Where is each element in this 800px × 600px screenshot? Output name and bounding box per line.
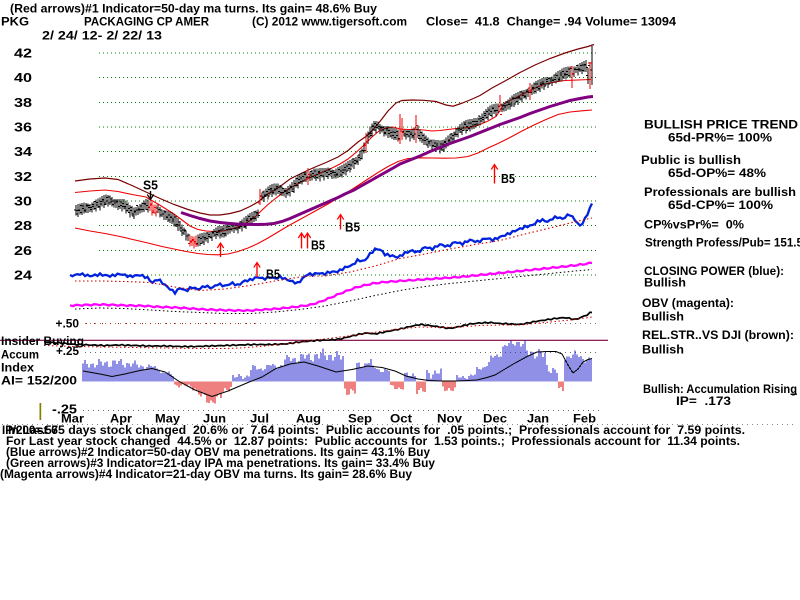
svg-text:B5: B5 — [345, 219, 360, 234]
svg-text:Insider Buying: Insider Buying — [1, 336, 84, 348]
svg-text:Close= 41.8 Change= .94 Volu: Close= 41.8 Change= .94 Volume= 13094 — [426, 15, 676, 29]
svg-text:Feb: Feb — [573, 414, 596, 426]
svg-text:Apr: Apr — [110, 414, 133, 426]
svg-text:Accum: Accum — [1, 348, 39, 362]
svg-text:PKG: PKG — [1, 15, 29, 29]
svg-text:26: 26 — [14, 243, 32, 258]
svg-text:Bullish: Accumulation Rising: Bullish: Accumulation Rising — [643, 382, 797, 396]
svg-text:38: 38 — [14, 95, 32, 110]
svg-text:Bullish: Bullish — [642, 310, 684, 324]
svg-text:B5: B5 — [311, 237, 325, 252]
svg-text:May: May — [155, 414, 181, 426]
svg-text:B5: B5 — [266, 267, 280, 281]
svg-text:IP= .173: IP= .173 — [676, 394, 731, 408]
svg-text:Oct: Oct — [390, 414, 412, 426]
svg-text:+.25: +.25 — [56, 346, 80, 358]
svg-text:(C) 2012 www.tigersoft.com: (C) 2012 www.tigersoft.com — [252, 15, 407, 29]
svg-text:36: 36 — [14, 120, 32, 135]
svg-text:IP/200=.57: IP/200=.57 — [2, 425, 58, 437]
svg-text:28: 28 — [14, 218, 32, 233]
svg-text:Jul: Jul — [250, 414, 269, 426]
svg-text:PACKAGING CP AMER: PACKAGING CP AMER — [84, 15, 209, 29]
svg-text:24: 24 — [14, 268, 33, 283]
svg-text:Public is bullish: Public is bullish — [641, 153, 741, 167]
svg-text:B5: B5 — [501, 171, 515, 186]
svg-text:42: 42 — [14, 46, 32, 61]
svg-text:Mar: Mar — [61, 414, 85, 426]
svg-text:2/ 24/ 12- 2/ 22/ 13: 2/ 24/ 12- 2/ 22/ 13 — [42, 29, 162, 43]
svg-text:Index: Index — [1, 361, 34, 375]
svg-text:Sep: Sep — [348, 414, 372, 426]
svg-text:(Red arrows)#1 Indicator=50-da: (Red arrows)#1 Indicator=50-day ma turns… — [10, 2, 377, 16]
svg-text:Aug: Aug — [296, 414, 321, 426]
svg-text:(Magenta arrows)#4 Indicator=2: (Magenta arrows)#4 Indicator=21-day OBV … — [0, 469, 413, 481]
svg-text:32: 32 — [14, 169, 32, 184]
svg-text:Dec: Dec — [483, 414, 508, 426]
svg-text:(Green arrows)#3 Indicator=21-: (Green arrows)#3 Indicator=21-day IPA ma… — [6, 458, 436, 470]
svg-text:+.50: +.50 — [56, 319, 80, 331]
svg-text:(Blue arrows)#2 Indicator=50-d: (Blue arrows)#2 Indicator=50-day OBV ma … — [6, 447, 431, 459]
svg-text:REL.STR..VS DJI (brown):: REL.STR..VS DJI (brown): — [642, 328, 794, 342]
svg-text:30: 30 — [14, 194, 32, 209]
svg-text:40: 40 — [14, 70, 32, 85]
svg-text:Professionals are bullish: Professionals are bullish — [644, 185, 796, 199]
svg-text:65d-OP%= 48%: 65d-OP%= 48% — [668, 166, 766, 180]
svg-text:OBV (magenta):: OBV (magenta): — [642, 296, 734, 310]
svg-text:-.25: -.25 — [52, 402, 77, 416]
svg-text:Jun: Jun — [203, 414, 226, 426]
svg-text:AI= 152/200: AI= 152/200 — [1, 374, 77, 388]
svg-text:34: 34 — [14, 144, 33, 159]
svg-text:Bullish: Bullish — [644, 276, 686, 290]
svg-text:BULLISH PRICE TREND: BULLISH PRICE TREND — [644, 118, 798, 132]
svg-text:Strength Profess/Pub= 151.5: Strength Profess/Pub= 151.5 — [645, 236, 800, 250]
svg-text:65d-CP%= 100%: 65d-CP%= 100% — [668, 198, 773, 212]
svg-text:CP%vsPr%= 0%: CP%vsPr%= 0% — [644, 218, 744, 232]
svg-text:Bullish: Bullish — [642, 343, 684, 357]
svg-text:In Last 65 days stock changed: In Last 65 days stock changed 20.6% or 7… — [8, 425, 745, 437]
svg-text:S5: S5 — [143, 177, 158, 192]
svg-text:65d-PR%= 100%: 65d-PR%= 100% — [668, 131, 772, 145]
svg-text:CLOSING POWER (blue):: CLOSING POWER (blue): — [644, 264, 784, 278]
svg-text:Nov: Nov — [437, 414, 463, 426]
svg-text:For Last year stock changed 4: For Last year stock changed 44.5% or 12.… — [6, 436, 740, 448]
svg-text:Jan: Jan — [527, 414, 549, 426]
